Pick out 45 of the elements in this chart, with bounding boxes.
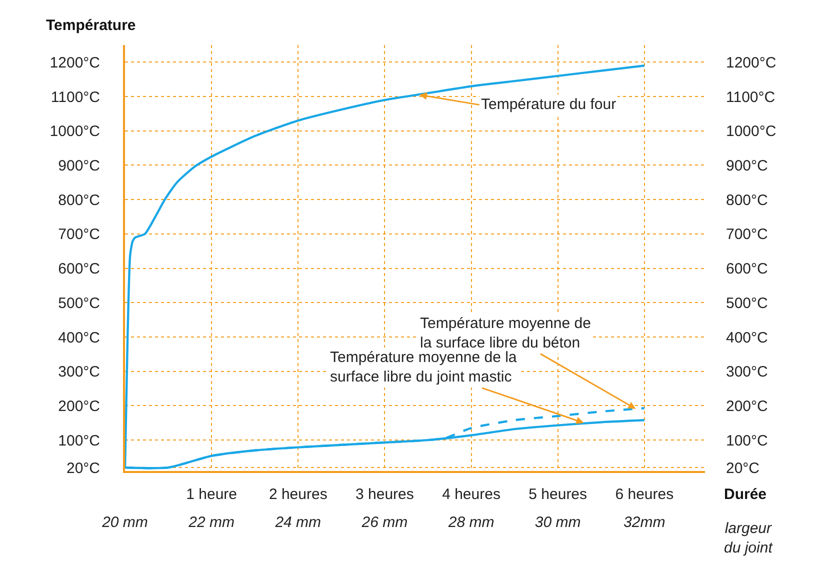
x-tick-label: 4 heures bbox=[442, 486, 500, 503]
annotation: Température moyenne de la surface libre du joint mastic bbox=[330, 349, 518, 386]
x2-tick-label: 20 mm bbox=[101, 514, 148, 531]
y2-tick-label: 1000°C bbox=[726, 123, 776, 140]
y-tick-label: 1100°C bbox=[50, 88, 100, 106]
y-axis-title: Température bbox=[46, 17, 136, 34]
annotation: Température moyenne de la surface libre du béton bbox=[420, 315, 591, 352]
x2-tick-label: 22 mm bbox=[188, 514, 234, 531]
y2-tick-label: 1200°C bbox=[726, 54, 776, 72]
x-tick-label: 3 heures bbox=[356, 486, 414, 503]
x-tick-label: 1 heure bbox=[186, 486, 238, 503]
y-tick-label: 900°C bbox=[58, 157, 100, 174]
y-tick-label: 300°C bbox=[58, 364, 100, 381]
y2-tick-label: 20°C bbox=[726, 460, 760, 477]
y-tick-label: 400°C bbox=[58, 329, 100, 346]
y-tick-label: 100°C bbox=[58, 432, 100, 450]
y2-tick-label: 100°C bbox=[726, 432, 768, 450]
y-tick-label: 600°C bbox=[58, 260, 100, 278]
x2-tick-label: 32mm bbox=[624, 514, 666, 531]
y2-tick-label: 700°C bbox=[726, 226, 768, 244]
y2-tick-label: 300°C bbox=[726, 364, 768, 381]
x2-tick-label: 24 mm bbox=[274, 514, 322, 531]
y-tick-label: 1200°C bbox=[50, 54, 100, 72]
y2-tick-label: 400°C bbox=[726, 329, 768, 346]
y2-tick-label: 1100°C bbox=[726, 88, 776, 106]
y2-tick-label: 500°C bbox=[726, 294, 768, 312]
x-axis-title: Durée bbox=[724, 486, 767, 503]
y2-tick-label: 200°C bbox=[726, 398, 768, 415]
y-tick-label: 200°C bbox=[58, 398, 100, 415]
y-tick-label: 20°C bbox=[66, 460, 100, 477]
x-tick-label: 5 heures bbox=[528, 486, 588, 503]
x2-tick-label: 28 mm bbox=[447, 514, 494, 531]
annotation: Température du four bbox=[481, 96, 616, 113]
y2-tick-label: 900°C bbox=[726, 157, 768, 174]
y-tick-label: 1000°C bbox=[50, 123, 100, 140]
x2-tick-label: 26 mm bbox=[360, 514, 408, 531]
y-tick-label: 500°C bbox=[58, 294, 100, 312]
y2-tick-label: 600°C bbox=[726, 260, 768, 278]
x-tick-label: 2 heures bbox=[268, 486, 328, 503]
x2-tick-label: 30 mm bbox=[534, 514, 581, 531]
y-tick-label: 700°C bbox=[58, 226, 100, 244]
x2-axis-title: largeur du joint bbox=[724, 520, 774, 556]
x-tick-label: 6 heures bbox=[615, 486, 674, 503]
y2-tick-label: 800°C bbox=[726, 192, 768, 209]
y-tick-label: 800°C bbox=[58, 192, 100, 209]
